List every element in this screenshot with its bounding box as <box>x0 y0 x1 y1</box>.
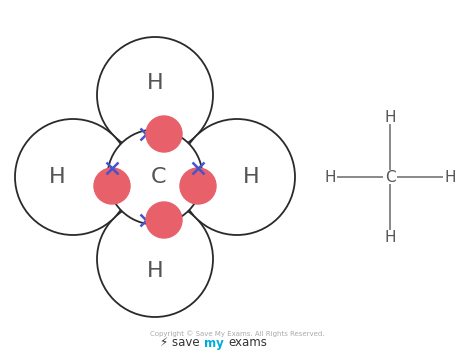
Text: ⚡ save: ⚡ save <box>160 337 200 350</box>
Text: H: H <box>146 73 164 93</box>
Text: C: C <box>151 167 167 187</box>
Circle shape <box>15 119 131 235</box>
Circle shape <box>97 37 213 153</box>
Circle shape <box>97 201 213 317</box>
Circle shape <box>146 202 182 238</box>
Text: my: my <box>204 337 224 350</box>
Text: H: H <box>384 230 396 245</box>
Text: H: H <box>384 109 396 125</box>
Text: C: C <box>385 170 395 184</box>
Text: H: H <box>324 170 336 184</box>
Circle shape <box>108 130 202 225</box>
Text: H: H <box>146 261 164 281</box>
Circle shape <box>146 116 182 152</box>
Text: H: H <box>49 167 65 187</box>
Text: Copyright © Save My Exams. All Rights Reserved.: Copyright © Save My Exams. All Rights Re… <box>150 331 324 337</box>
Text: H: H <box>444 170 456 184</box>
Text: H: H <box>243 167 259 187</box>
Circle shape <box>180 168 216 204</box>
Text: exams: exams <box>228 337 267 350</box>
Circle shape <box>94 168 130 204</box>
Circle shape <box>179 119 295 235</box>
